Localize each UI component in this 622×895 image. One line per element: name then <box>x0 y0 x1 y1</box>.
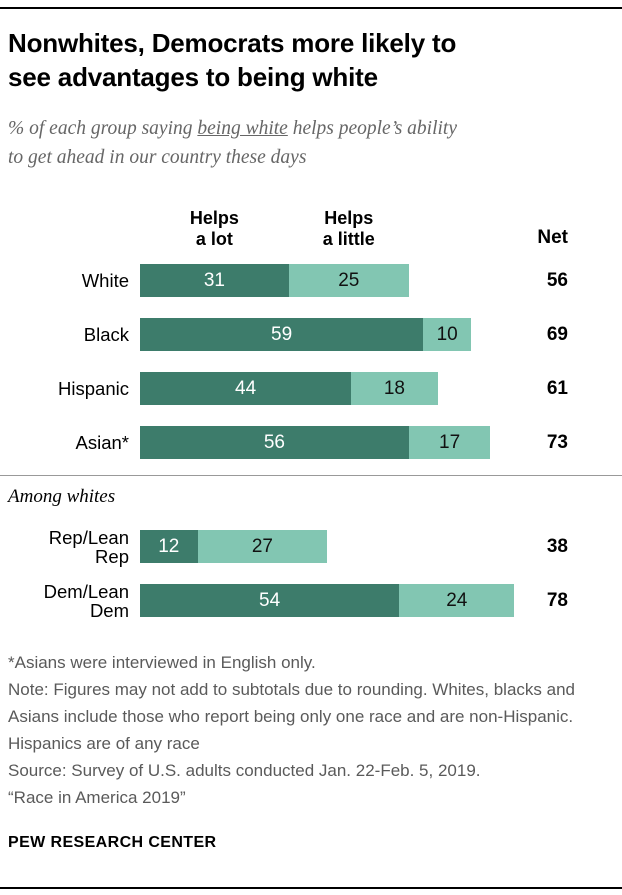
bar-segment-helps-a-lot: 31 <box>140 264 289 297</box>
bar-segment-helps-a-little: 17 <box>408 426 491 459</box>
column-header-helps-a-little: Helps a little <box>322 208 375 249</box>
bar-segment-helps-a-lot: 44 <box>140 372 352 405</box>
bar-segment-helps-a-little: 25 <box>288 264 409 297</box>
chart-section-among-whites: Rep/Lean Rep 12 27 38 Dem/Lean Dem 54 24 78 <box>8 526 614 621</box>
stacked-bar-asian: 56 17 <box>140 426 491 459</box>
net-value-black: 69 <box>546 323 568 345</box>
bar-segment-helps-a-little: 10 <box>423 318 472 351</box>
chart-section-by-race: White 31 25 56 Black 59 10 69 Hispanic 44 18 61 Asia… <box>8 264 614 459</box>
row-label-white: White <box>81 270 129 291</box>
bar-row-rep-lean-rep: Rep/Lean Rep 12 27 38 <box>8 526 614 567</box>
bar-row-hispanic: Hispanic 44 18 61 <box>8 372 614 405</box>
bar-segment-helps-a-lot: 59 <box>140 318 424 351</box>
bar-segment-helps-a-lot: 54 <box>140 584 400 617</box>
stacked-bar-white: 31 25 <box>140 264 409 297</box>
net-value-dem-lean-dem: 78 <box>546 589 568 611</box>
footnote-asterisk: *Asians were interviewed in English only… <box>8 653 316 672</box>
subtitle-underlined-phrase: being white <box>197 118 288 139</box>
bar-segment-helps-a-lot: 12 <box>140 530 198 563</box>
net-value-asian: 73 <box>546 431 568 453</box>
bottom-rule <box>0 887 622 889</box>
chart-content: Nonwhites, Democrats more likely to see … <box>0 28 622 851</box>
row-label-rep-lean-rep: Rep/Lean Rep <box>48 526 129 567</box>
stacked-bar-hispanic: 44 18 <box>140 372 438 405</box>
footnote-report-title: “Race in America 2019” <box>8 788 186 807</box>
row-label-hispanic: Hispanic <box>58 378 129 399</box>
footnotes: *Asians were interviewed in English only… <box>8 649 614 811</box>
subtitle-prefix: % of each group saying <box>8 118 198 139</box>
bar-row-dem-lean-dem: Dem/Lean Dem 54 24 78 <box>8 580 614 621</box>
chart-title: Nonwhites, Democrats more likely to see … <box>8 28 457 92</box>
footnote-note: Note: Figures may not add to subtotals d… <box>8 680 575 753</box>
row-label-black: Black <box>83 324 129 345</box>
net-value-hispanic: 61 <box>546 377 568 399</box>
bar-row-asian: Asian* 56 17 73 <box>8 426 614 459</box>
section-label-among-whites: Among whites <box>8 486 116 507</box>
bar-row-white: White 31 25 56 <box>8 264 614 297</box>
bar-segment-helps-a-little: 24 <box>399 584 515 617</box>
bar-segment-helps-a-lot: 56 <box>140 426 409 459</box>
chart-subtitle: % of each group saying being white helps… <box>8 114 614 172</box>
bar-segment-helps-a-little: 18 <box>351 372 438 405</box>
stacked-bar-dem-lean-dem: 54 24 <box>140 584 515 617</box>
stacked-bar-rep-lean-rep: 12 27 <box>140 530 328 563</box>
net-value-white: 56 <box>546 269 568 291</box>
column-headers: Helps a lot Helps a little Net <box>8 206 614 250</box>
stacked-bar-black: 59 10 <box>140 318 472 351</box>
column-header-helps-a-lot: Helps a lot <box>189 208 239 249</box>
section-divider <box>0 475 622 476</box>
stacked-bar-chart: Helps a lot Helps a little Net White 31 25… <box>0 206 622 621</box>
bar-row-black: Black 59 10 69 <box>8 318 614 351</box>
top-rule <box>0 7 622 9</box>
column-header-net: Net <box>537 227 568 248</box>
brand: PEW RESEARCH CENTER <box>8 834 217 851</box>
net-value-rep-lean-rep: 38 <box>546 535 568 557</box>
row-label-asian: Asian* <box>75 432 129 453</box>
subtitle-suffix: helps people’s ability to get ahead in o… <box>8 118 457 168</box>
row-label-dem-lean-dem: Dem/Lean Dem <box>43 580 129 621</box>
footnote-source: Source: Survey of U.S. adults conducted … <box>8 761 481 780</box>
bar-segment-helps-a-little: 27 <box>197 530 328 563</box>
